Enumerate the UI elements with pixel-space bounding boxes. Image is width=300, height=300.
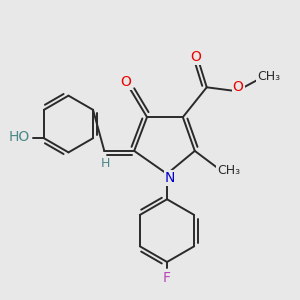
Text: F: F xyxy=(163,271,171,285)
Text: O: O xyxy=(190,50,201,64)
Text: O: O xyxy=(233,80,244,94)
Text: H: H xyxy=(101,157,110,170)
Text: O: O xyxy=(121,75,131,89)
Text: N: N xyxy=(165,171,175,185)
Text: CH₃: CH₃ xyxy=(257,70,280,83)
Text: HO: HO xyxy=(8,130,30,144)
Text: CH₃: CH₃ xyxy=(217,164,240,177)
